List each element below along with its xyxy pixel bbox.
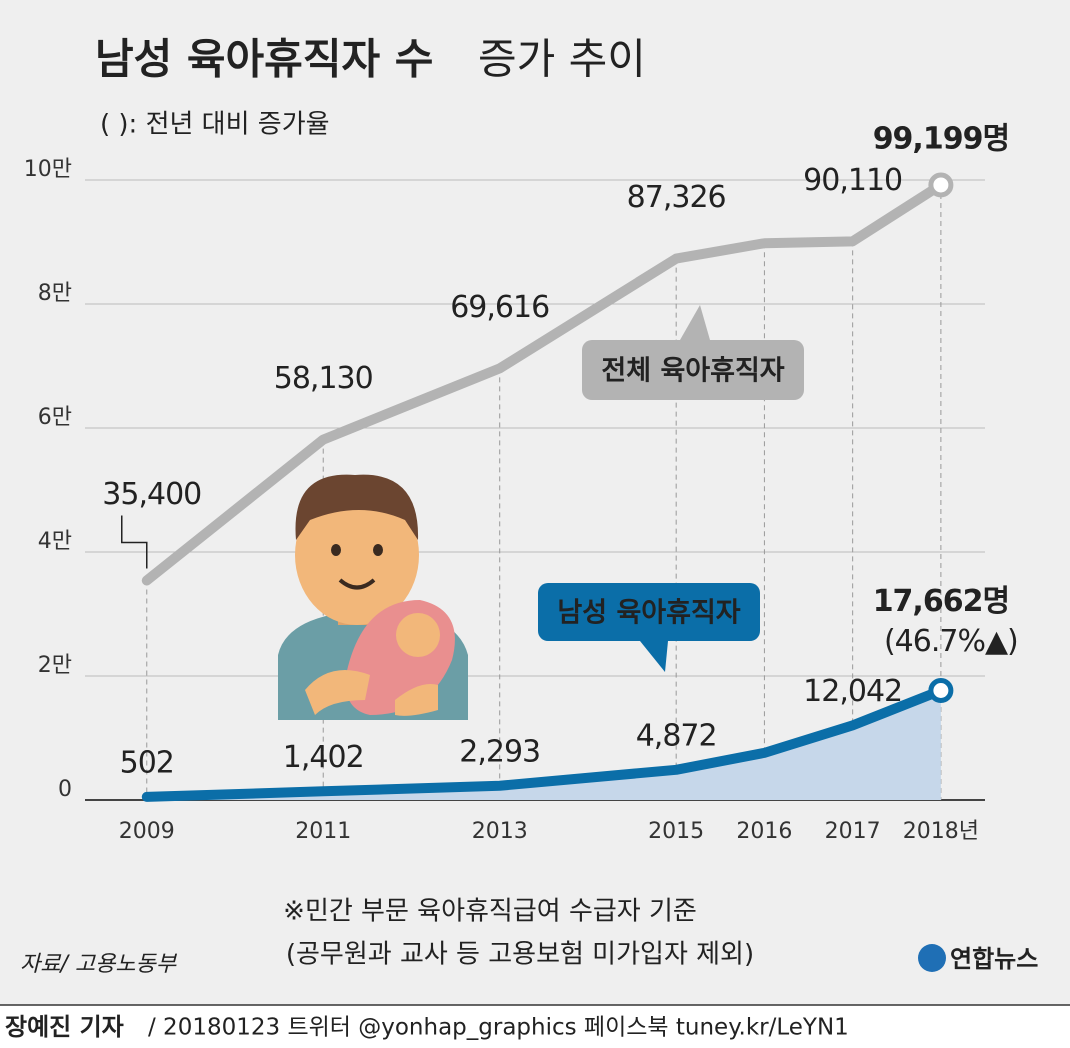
x-tick-label: 2013 [472,819,528,844]
value-label: 2,293 [459,734,540,769]
x-tick-label: 2017 [825,819,881,844]
end-point [928,677,954,703]
x-tick-label: 2016 [736,819,792,844]
end-point [928,172,954,198]
value-label: 17,662명 [873,584,1009,619]
background [0,0,1070,1005]
x-tick-label: 2018년 [903,819,979,844]
value-label: 99,199명 [873,121,1009,156]
note: (공무원과 교사 등 고용보험 미가입자 제외) [286,940,754,970]
illustration [278,474,468,720]
leader-line [121,515,148,569]
byline: 장예진 기자 [5,1013,124,1041]
note: ※민간 부문 육아휴직급여 수급자 기준 [283,897,697,927]
y-tick-label: 10만 [24,157,72,182]
line [141,685,946,802]
x-tick-label: 2015 [648,819,704,844]
annotation: (46.7%▲) [884,624,1018,659]
value-label: 90,110 [803,163,902,198]
area [146,690,941,800]
y-tick-label: 4만 [38,529,72,554]
chart-title: 남성 육아휴직자 수 [95,35,433,84]
y-tick-label: 6만 [38,405,72,430]
legend-tail [640,641,668,672]
value-label: 4,872 [636,718,717,753]
value-label: 58,130 [274,361,373,396]
plot: 0 2만 4만 6만 8만 10만 2009 2011 2013 2015 2016 2017 2018… [24,121,1019,844]
legend-tail [680,305,710,340]
value-label: 35,400 [102,477,201,512]
logo-mark [918,944,946,972]
y-tick-label: 2만 [38,653,72,678]
value-label: 502 [120,745,174,780]
value-label: 69,616 [450,290,549,325]
source: 자료/ 고용노동부 [20,952,178,977]
y-tick-label: 8만 [38,281,72,306]
logo: 연합뉴스 [950,945,1038,973]
legend-box [538,583,760,641]
value-label: 12,042 [803,674,902,709]
value-label: 1,402 [283,740,364,775]
line [141,179,946,586]
legend-label: 남성 육아휴직자 [557,598,740,629]
x-tick-label: 2009 [119,819,175,844]
x-tick-label: 2011 [295,819,351,844]
chart-title-suffix: 증가 추이 [478,35,646,84]
legend-box [582,340,804,400]
credit: / 20180123 트위터 @yonhap_graphics 페이스북 tun… [148,1015,849,1041]
y-tick-label: 0 [58,777,72,802]
legend-label: 전체 육아휴직자 [601,356,784,387]
chart-subtitle: ( ): 전년 대비 증가율 [100,110,330,140]
value-label: 87,326 [627,180,726,215]
